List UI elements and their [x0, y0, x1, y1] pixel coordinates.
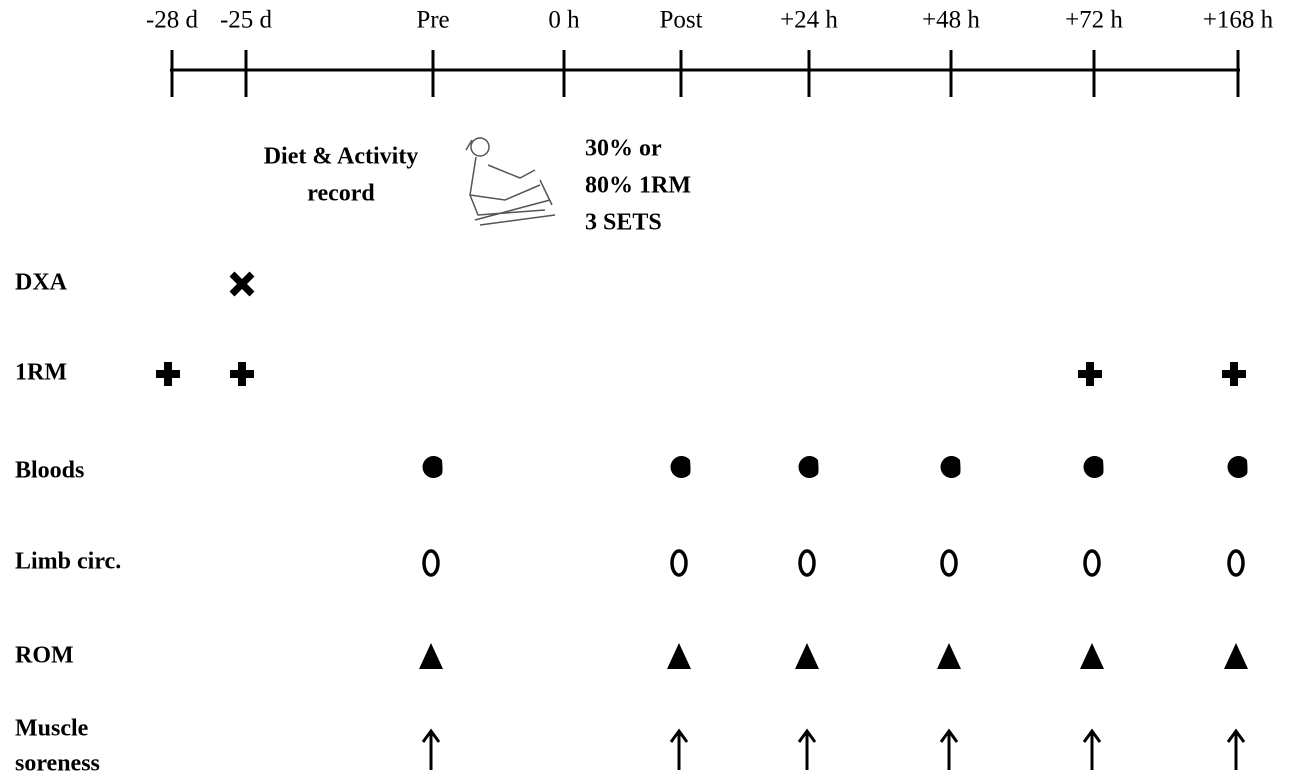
cross-symbol [232, 274, 252, 294]
timepoint-label: +24 h [780, 7, 838, 34]
timepoint-label: -28 d [146, 7, 199, 34]
drop-symbol [423, 456, 443, 478]
timeline-diagram: Diet & Activity record 30% or 80% 1RM 3 … [0, 0, 1292, 778]
diet-label: Diet & Activity [264, 144, 419, 170]
circ-symbol [942, 551, 956, 575]
circ-symbol [672, 551, 686, 575]
row-label: DXA [15, 270, 68, 296]
timepoint-label: Pre [416, 7, 449, 34]
timepoint-label: 0 h [548, 7, 580, 34]
timepoint-label: +168 h [1203, 7, 1274, 34]
arrow-symbol [671, 731, 687, 770]
triangle-symbol [1224, 643, 1248, 669]
row-label: Bloods [15, 458, 84, 484]
triangle-symbol [667, 643, 691, 669]
plus-symbol [230, 362, 254, 386]
row-label: 1RM [15, 360, 67, 386]
arrow-symbol [799, 731, 815, 770]
arrow-symbol [941, 731, 957, 770]
plus-symbol [1222, 362, 1246, 386]
circ-symbol [424, 551, 438, 575]
circ-symbol [800, 551, 814, 575]
row-label: Muscle [15, 716, 89, 742]
arrow-symbol [423, 731, 439, 770]
triangle-symbol [795, 643, 819, 669]
plus-symbol [156, 362, 180, 386]
row-label: Limb circ. [15, 549, 121, 575]
triangle-symbol [937, 643, 961, 669]
plus-symbol [1078, 362, 1102, 386]
arrow-symbol [1228, 731, 1244, 770]
circ-symbol [1085, 551, 1099, 575]
timepoint-label: -25 d [220, 7, 273, 34]
triangle-symbol [1080, 643, 1104, 669]
leg-press-icon [466, 138, 555, 225]
arrow-symbol [1084, 731, 1100, 770]
row-label: soreness [15, 751, 100, 777]
exercise-label: 80% 1RM [585, 173, 691, 199]
timepoint-label: +72 h [1065, 7, 1123, 34]
drop-symbol [1228, 456, 1248, 478]
diet-label: record [307, 181, 375, 207]
drop-symbol [941, 456, 961, 478]
drop-symbol [671, 456, 691, 478]
exercise-label: 3 SETS [585, 210, 662, 236]
triangle-symbol [419, 643, 443, 669]
drop-symbol [799, 456, 819, 478]
timepoint-label: +48 h [922, 7, 980, 34]
exercise-label: 30% or [585, 136, 662, 162]
drop-symbol [1084, 456, 1104, 478]
row-label: ROM [15, 643, 74, 669]
timepoint-label: Post [659, 7, 702, 34]
circ-symbol [1229, 551, 1243, 575]
